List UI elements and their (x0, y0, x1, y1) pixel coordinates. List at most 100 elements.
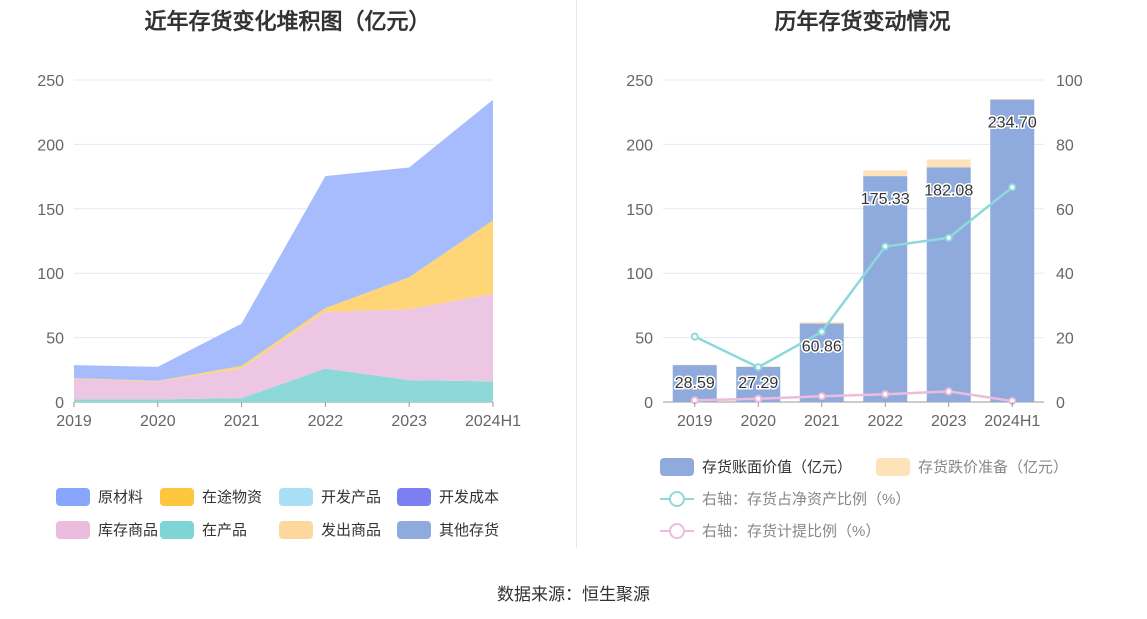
book-value-bar (926, 167, 971, 402)
right-legend-item[interactable]: 存货账面价值（亿元） (660, 456, 852, 477)
legend-swatch (397, 520, 431, 539)
legend-swatch (876, 457, 910, 476)
right-x-tick-label: 2019 (677, 413, 713, 430)
right-y-tick-label: 50 (635, 331, 653, 348)
line-point (690, 332, 699, 341)
left-x-tick-label: 2023 (391, 413, 427, 430)
right-x-tick-label: 2024H1 (984, 413, 1040, 430)
provision-bar (863, 170, 908, 177)
left-legend-item[interactable]: 在产品 (160, 519, 247, 540)
right-legend-item[interactable]: 存货跌价准备（亿元） (876, 456, 1068, 477)
left-y-tick-label: 200 (37, 137, 64, 154)
left-chart-title: 近年存货变化堆积图（亿元） (144, 9, 431, 34)
left-x-tick-label: 2021 (224, 413, 260, 430)
left-x-tick-label: 2024H1 (465, 413, 521, 430)
legend-label: 存货跌价准备（亿元） (918, 459, 1069, 476)
legend-label: 在途物资 (202, 489, 263, 506)
right-x-tick-label: 2021 (804, 413, 840, 430)
stacked-area-chart-panel: 近年存货变化堆积图（亿元） 0 50 100 150 200 250 2019 2020 202… (0, 0, 575, 560)
right-y2-tick-label: 0 (1056, 395, 1065, 412)
left-legend-item[interactable]: 开发成本 (397, 486, 499, 507)
book-value-bar (672, 365, 717, 402)
bar-value-label: 175.33 (861, 191, 910, 208)
stacked-area-legend: 原材料 在途物资 开发产品 开发成本库存商品 在产品 发出商品 其他存货 (0, 0, 575, 560)
legend-label: 发出商品 (321, 522, 382, 539)
legend-label: 库存商品 (98, 522, 159, 539)
left-x-tick-label: 2022 (308, 413, 344, 430)
book-value-bar (799, 323, 844, 402)
line-point (1008, 183, 1017, 192)
right-y-tick-label: 150 (626, 202, 653, 219)
left-legend-item[interactable]: 开发产品 (279, 486, 381, 507)
line-series-1 (694, 390, 1013, 403)
book-value-bar (863, 176, 908, 402)
bar-value-label: 27.29 (738, 375, 778, 392)
legend-label: 存货账面价值（亿元） (702, 459, 853, 476)
line-point (754, 363, 763, 372)
right-y-tick-label: 250 (626, 73, 653, 90)
right-y2-tick-label: 80 (1056, 137, 1074, 154)
line-point (881, 242, 890, 251)
bar-value-label: 28.59 (675, 375, 715, 392)
legend-swatch (660, 457, 694, 476)
left-y-tick-label: 50 (46, 331, 64, 348)
line-series-0 (694, 186, 1014, 369)
inventory-bar-line-legend: 存货账面价值（亿元） 存货跌价准备（亿元） 右轴：存货占净资产比例（%） 右轴：存货计… (578, 0, 1147, 560)
right-y-tick-label: 0 (644, 395, 653, 412)
legend-swatch (660, 522, 694, 540)
right-x-tick-label: 2020 (740, 413, 776, 430)
line-point (817, 327, 826, 336)
legend-swatch (660, 490, 694, 508)
right-y-tick-label: 200 (626, 137, 653, 154)
left-x-tick-label: 2020 (140, 413, 176, 430)
right-legend-item[interactable]: 右轴：存货计提比例（%） (660, 520, 880, 541)
legend-swatch (279, 487, 313, 506)
legend-label: 在产品 (202, 522, 248, 539)
provision-bar (799, 322, 844, 324)
line-point (944, 233, 953, 242)
legend-swatch (397, 487, 431, 506)
stacked-area-chart: 0 50 100 150 200 250 2019 2020 2021 2022 2023 2024H… (37, 73, 521, 430)
line-point (881, 390, 890, 399)
left-y-tick-label: 100 (37, 266, 64, 283)
bar-value-label: 182.08 (924, 182, 973, 199)
right-legend-item[interactable]: 右轴：存货占净资产比例（%） (660, 488, 910, 509)
left-y-tick-label: 0 (55, 395, 64, 412)
legend-swatch (56, 487, 90, 506)
inventory-bar-line-chart: 0 50 100 150 200 250 0 20 40 60 80 100 28.59 27.29 60.… (626, 73, 1083, 430)
right-y2-tick-label: 40 (1056, 266, 1074, 283)
line-point (817, 392, 826, 401)
area-series-0 (74, 368, 493, 402)
left-x-tick-label: 2019 (56, 413, 92, 430)
panel-divider (576, 0, 577, 548)
legend-swatch (56, 520, 90, 539)
provision-bar (926, 159, 971, 168)
legend-label: 原材料 (98, 489, 144, 506)
right-chart-title: 历年存货变动情况 (774, 9, 951, 34)
legend-swatch (160, 520, 194, 539)
legend-label: 其他存货 (439, 522, 500, 539)
book-value-bar (990, 99, 1035, 403)
right-y2-tick-label: 20 (1056, 331, 1074, 348)
inventory-change-chart-panel: 历年存货变动情况 0 50 100 150 200 250 0 20 40 60 80 100 28.5… (578, 0, 1147, 560)
line-point (944, 387, 953, 396)
area-series-3 (74, 99, 493, 381)
right-x-tick-label: 2022 (867, 413, 903, 430)
provision-bar (990, 98, 1035, 100)
data-source-note: 数据来源：恒生聚源 (497, 585, 650, 604)
left-legend-item[interactable]: 库存商品 (56, 519, 158, 540)
bar-value-label: 234.70 (988, 115, 1037, 132)
legend-label: 右轴：存货占净资产比例（%） (702, 491, 911, 508)
right-y2-tick-label: 60 (1056, 202, 1074, 219)
right-y2-tick-label: 100 (1056, 73, 1083, 90)
right-y-tick-label: 100 (626, 266, 653, 283)
left-y-tick-label: 250 (37, 73, 64, 90)
left-legend-item[interactable]: 发出商品 (279, 519, 381, 540)
left-legend-item[interactable]: 原材料 (56, 486, 143, 507)
left-legend-item[interactable]: 在途物资 (160, 486, 262, 507)
left-y-tick-label: 150 (37, 202, 64, 219)
legend-label: 开发成本 (439, 489, 500, 506)
legend-label: 右轴：存货计提比例（%） (702, 523, 881, 540)
left-legend-item[interactable]: 其他存货 (397, 519, 499, 540)
bar-value-label: 60.86 (802, 339, 842, 356)
